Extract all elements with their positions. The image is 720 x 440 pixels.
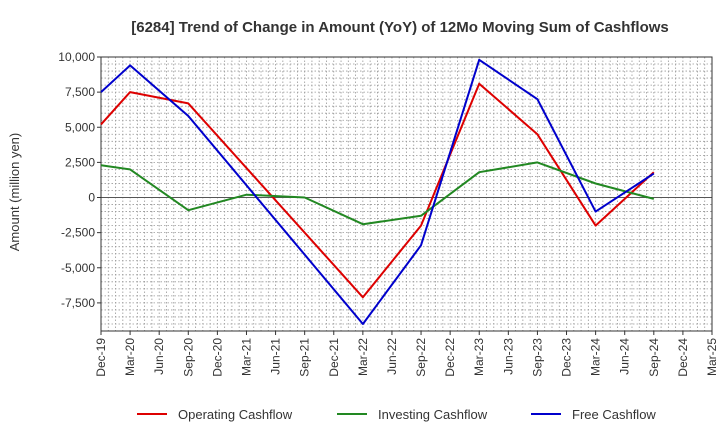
y-tick-label: -7,500 (61, 296, 95, 310)
plot-border (100, 56, 713, 332)
x-tick-label: Jun-24 (618, 338, 632, 375)
y-axis-label: Amount (million yen) (7, 133, 22, 252)
series-line-investing-cashflow (100, 161, 655, 226)
plot-frame (100, 56, 713, 332)
x-tick-label: Mar-23 (472, 338, 486, 376)
x-axis-ticks: Dec-19 Mar-20 Jun-20 Sep-20 Dec-20 Mar-21 Jun-… (94, 331, 719, 377)
x-tick-label: Jun-20 (152, 338, 166, 375)
x-tick-label: Sep-23 (530, 338, 544, 377)
y-tick-label: 0 (88, 191, 95, 205)
x-tick-label: Mar-21 (239, 338, 253, 376)
x-tick-label: Dec-23 (560, 338, 574, 377)
x-tick-label: Jun-22 (385, 338, 399, 375)
legend: Operating Cashflow Investing Cashflow Free… (137, 407, 656, 422)
chart-title: [6284] Trend of Change in Amount (YoY) o… (131, 19, 669, 36)
legend-label-free-cashflow: Free Cashflow (572, 407, 656, 422)
y-axis-ticks: 10,000 7,500 5,000 2,500 0 -2,500 -5,000 -7,500 (58, 50, 101, 310)
x-tick-label: Dec-19 (94, 338, 108, 377)
y-tick-label: 7,500 (65, 85, 95, 99)
x-tick-label: Mar-22 (356, 338, 370, 376)
x-tick-label: Dec-20 (210, 338, 224, 377)
series-line-operating-cashflow (100, 82, 655, 299)
series-line-free-cashflow (100, 58, 655, 325)
y-tick-label: -2,500 (61, 226, 95, 240)
x-tick-label: Jun-21 (269, 338, 283, 375)
y-tick-label: 2,500 (65, 155, 95, 169)
x-tick-label: Sep-20 (181, 338, 195, 377)
y-tick-label: 5,000 (65, 120, 95, 134)
x-tick-label: Mar-20 (123, 338, 137, 376)
x-tick-label: Dec-24 (676, 338, 690, 377)
y-tick-label: 10,000 (58, 50, 95, 64)
x-tick-label: Sep-22 (414, 338, 428, 377)
x-tick-label: Dec-22 (443, 338, 457, 377)
y-tick-label: -5,000 (61, 261, 95, 275)
legend-label-investing-cashflow: Investing Cashflow (378, 407, 488, 422)
x-tick-label: Sep-21 (298, 338, 312, 377)
x-tick-label: Mar-25 (705, 338, 719, 376)
x-tick-label: Dec-21 (327, 338, 341, 377)
x-tick-label: Mar-24 (589, 338, 603, 376)
legend-label-operating-cashflow: Operating Cashflow (178, 407, 293, 422)
x-tick-label: Jun-23 (501, 338, 515, 375)
series-lines (100, 58, 655, 325)
x-tick-label: Sep-24 (647, 338, 661, 377)
grid (101, 57, 712, 331)
